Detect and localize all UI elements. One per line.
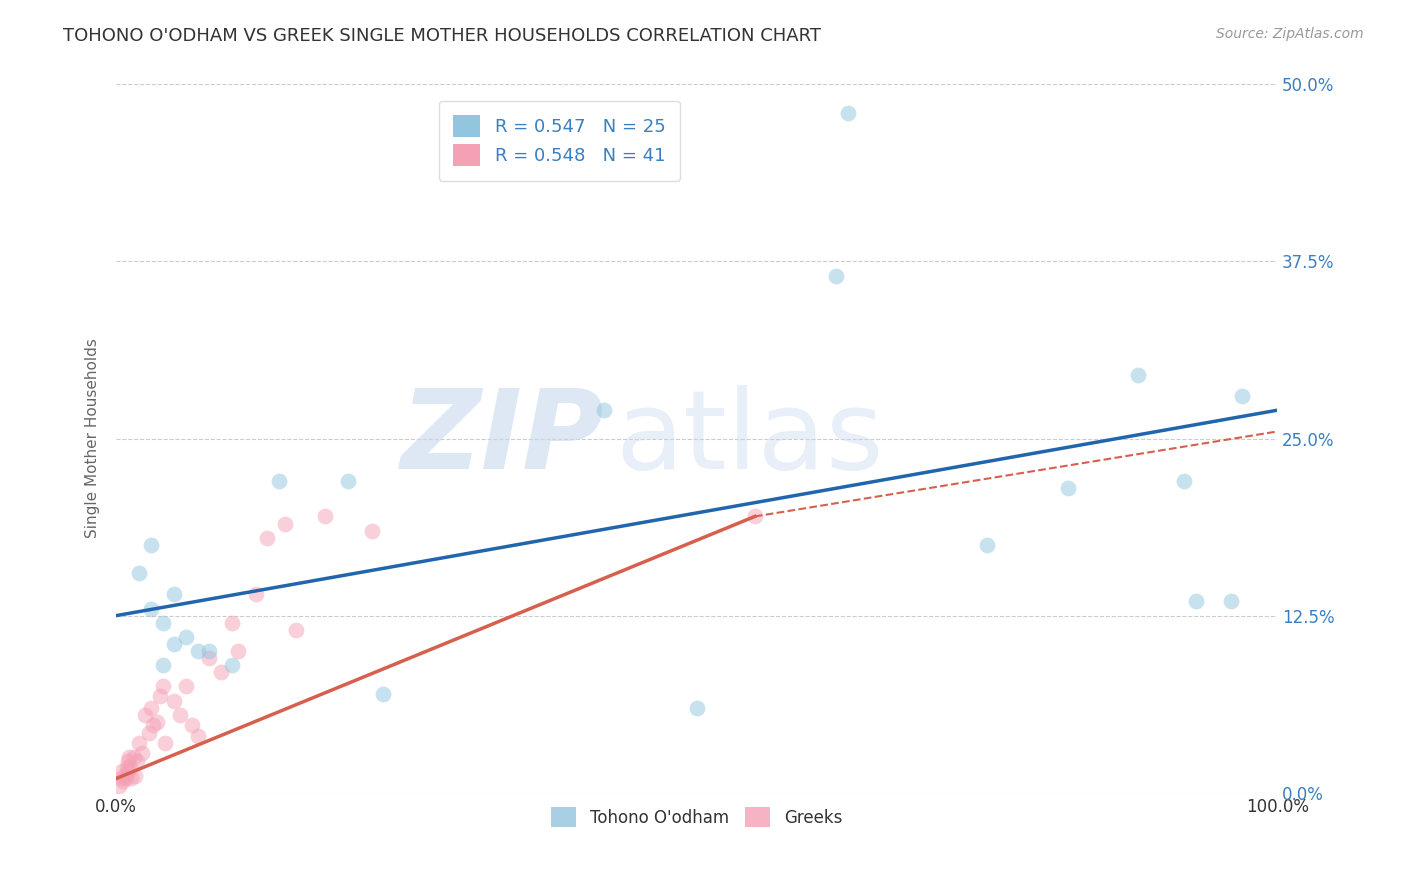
Point — [114, 772, 136, 786]
Point — [221, 658, 243, 673]
Point — [169, 707, 191, 722]
Point — [256, 531, 278, 545]
Point — [139, 538, 162, 552]
Point — [744, 509, 766, 524]
Point — [117, 764, 139, 779]
Point — [111, 764, 134, 779]
Point — [122, 750, 145, 764]
Point — [245, 587, 267, 601]
Point — [120, 760, 142, 774]
Point — [686, 700, 709, 714]
Point — [138, 726, 160, 740]
Point — [149, 690, 172, 704]
Point — [128, 566, 150, 580]
Point — [285, 623, 308, 637]
Point — [221, 615, 243, 630]
Point — [163, 637, 186, 651]
Point — [337, 474, 360, 488]
Point — [139, 700, 162, 714]
Point — [273, 516, 295, 531]
Text: Source: ZipAtlas.com: Source: ZipAtlas.com — [1216, 27, 1364, 41]
Point — [267, 474, 290, 488]
Point — [1057, 481, 1080, 495]
Point — [110, 772, 132, 786]
Point — [593, 403, 616, 417]
Point — [146, 714, 169, 729]
Point — [174, 630, 197, 644]
Point — [131, 746, 153, 760]
Point — [976, 538, 998, 552]
Point — [118, 750, 141, 764]
Point — [1185, 594, 1208, 608]
Point — [112, 774, 135, 789]
Point — [139, 601, 162, 615]
Legend: Tohono O'odham, Greeks: Tohono O'odham, Greeks — [544, 800, 849, 834]
Point — [1126, 368, 1149, 382]
Text: ZIP: ZIP — [401, 385, 605, 492]
Text: atlas: atlas — [616, 385, 884, 492]
Point — [152, 658, 174, 673]
Point — [142, 717, 165, 731]
Point — [163, 587, 186, 601]
Point — [1173, 474, 1195, 488]
Point — [373, 686, 395, 700]
Point — [163, 693, 186, 707]
Point — [174, 680, 197, 694]
Point — [825, 268, 848, 283]
Point — [152, 680, 174, 694]
Point — [186, 729, 208, 743]
Point — [134, 707, 156, 722]
Point — [115, 760, 138, 774]
Point — [198, 651, 221, 665]
Point — [314, 509, 336, 524]
Point — [226, 644, 249, 658]
Point — [209, 665, 232, 680]
Point — [360, 524, 382, 538]
Text: TOHONO O'ODHAM VS GREEK SINGLE MOTHER HOUSEHOLDS CORRELATION CHART: TOHONO O'ODHAM VS GREEK SINGLE MOTHER HO… — [63, 27, 821, 45]
Point — [1232, 389, 1254, 403]
Point — [120, 772, 142, 786]
Point — [107, 779, 129, 793]
Point — [1219, 594, 1241, 608]
Point — [180, 717, 202, 731]
Point — [153, 736, 176, 750]
Point — [128, 736, 150, 750]
Point — [112, 769, 135, 783]
Point — [117, 755, 139, 769]
Point — [124, 769, 146, 783]
Point — [186, 644, 208, 658]
Point — [152, 615, 174, 630]
Y-axis label: Single Mother Households: Single Mother Households — [86, 339, 100, 539]
Point — [198, 644, 221, 658]
Point — [127, 755, 149, 769]
Point — [837, 105, 859, 120]
